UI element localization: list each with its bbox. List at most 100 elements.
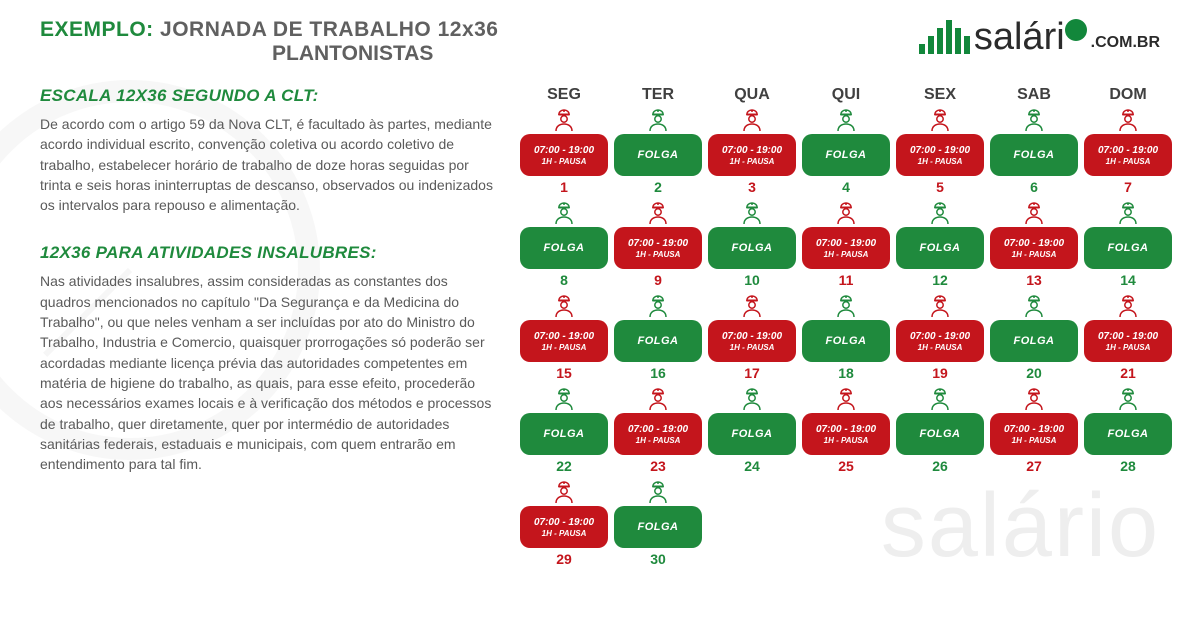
work-shift-box: 07:00 - 19:001H - PAUSA [520, 320, 608, 362]
worker-icon [739, 294, 765, 322]
shift-time: 07:00 - 19:00 [534, 331, 594, 342]
day-number: 4 [842, 179, 850, 195]
calendar-day: 07:00 - 19:001H - PAUSA25 [802, 387, 890, 474]
logo-text: salári [974, 18, 1087, 56]
day-number: 21 [1120, 365, 1136, 381]
off-label: FOLGA [638, 521, 679, 533]
shift-time: 07:00 - 19:00 [1098, 331, 1158, 342]
off-label: FOLGA [826, 149, 867, 161]
worker-icon [551, 294, 577, 322]
logo-bars-icon [919, 20, 970, 54]
worker-icon [1021, 387, 1047, 415]
calendar-day: 07:00 - 19:001H - PAUSA9 [614, 201, 702, 288]
weekday-label: DOM [1084, 86, 1172, 104]
shift-time: 07:00 - 19:00 [534, 145, 594, 156]
day-off-box: FOLGA [520, 227, 608, 269]
off-label: FOLGA [544, 242, 585, 254]
shift-pause: 1H - PAUSA [824, 436, 869, 445]
calendar-day: FOLGA26 [896, 387, 984, 474]
day-off-box: FOLGA [708, 227, 796, 269]
section-insalubres-heading: 12X36 PARA ATIVIDADES INSALUBRES: [40, 243, 500, 263]
shift-pause: 1H - PAUSA [542, 343, 587, 352]
day-number: 24 [744, 458, 760, 474]
day-number: 7 [1124, 179, 1132, 195]
calendar-day: FOLGA30 [614, 480, 702, 567]
off-label: FOLGA [732, 428, 773, 440]
day-off-box: FOLGA [520, 413, 608, 455]
worker-icon [739, 108, 765, 136]
day-number: 2 [654, 179, 662, 195]
day-number: 18 [838, 365, 854, 381]
section-clt-body: De acordo com o artigo 59 da Nova CLT, é… [40, 114, 500, 215]
day-number: 3 [748, 179, 756, 195]
calendar-day: FOLGA 4 [802, 108, 890, 195]
title-main: JORNADA DE TRABALHO 12x36 [160, 18, 498, 41]
shift-pause: 1H - PAUSA [1012, 436, 1057, 445]
shift-time: 07:00 - 19:00 [910, 331, 970, 342]
calendar-day: FOLGA 18 [802, 294, 890, 381]
shift-pause: 1H - PAUSA [542, 157, 587, 166]
calendar-weekday-row: SEGTERQUAQUISEXSABDOM [520, 86, 1172, 104]
shift-time: 07:00 - 19:00 [1004, 424, 1064, 435]
worker-icon [833, 108, 859, 136]
calendar-day: 07:00 - 19:001H - PAUSA27 [990, 387, 1078, 474]
day-off-box: FOLGA [802, 320, 890, 362]
section-insalubres-body: Nas atividades insalubres, assim conside… [40, 271, 500, 474]
shift-time: 07:00 - 19:00 [534, 517, 594, 528]
off-label: FOLGA [1014, 335, 1055, 347]
day-off-box: FOLGA [1084, 413, 1172, 455]
day-number: 10 [744, 272, 760, 288]
shift-pause: 1H - PAUSA [636, 436, 681, 445]
calendar-day: 07:00 - 19:001H - PAUSA 29 [520, 480, 608, 567]
day-number: 23 [650, 458, 666, 474]
work-shift-box: 07:00 - 19:001H - PAUSA [990, 227, 1078, 269]
logo-o-icon [1065, 19, 1087, 41]
calendar-day: FOLGA2 [614, 108, 702, 195]
worker-icon [551, 387, 577, 415]
shift-time: 07:00 - 19:00 [628, 424, 688, 435]
work-shift-box: 07:00 - 19:001H - PAUSA [802, 413, 890, 455]
worker-icon [1115, 387, 1141, 415]
weekday-label: QUA [708, 86, 796, 104]
calendar-day: 07:00 - 19:001H - PAUSA11 [802, 201, 890, 288]
shift-time: 07:00 - 19:00 [910, 145, 970, 156]
off-label: FOLGA [826, 335, 867, 347]
shift-time: 07:00 - 19:00 [628, 238, 688, 249]
shift-pause: 1H - PAUSA [730, 157, 775, 166]
off-label: FOLGA [732, 242, 773, 254]
calendar-day: 07:00 - 19:001H - PAUSA17 [708, 294, 796, 381]
day-number: 17 [744, 365, 760, 381]
day-number: 29 [556, 551, 572, 567]
worker-icon [927, 108, 953, 136]
day-off-box: FOLGA [990, 134, 1078, 176]
header: EXEMPLO: JORNADA DE TRABALHO 12x36 PLANT… [0, 0, 1200, 74]
work-shift-box: 07:00 - 19:001H - PAUSA [520, 506, 608, 548]
calendar-grid: 07:00 - 19:001H - PAUSA1FOLGA207:00 - 19… [520, 108, 1172, 567]
day-number: 8 [560, 272, 568, 288]
calendar-day: FOLGA 10 [708, 201, 796, 288]
calendar-day: FOLGA16 [614, 294, 702, 381]
work-shift-box: 07:00 - 19:001H - PAUSA [520, 134, 608, 176]
off-label: FOLGA [920, 242, 961, 254]
shift-pause: 1H - PAUSA [918, 157, 963, 166]
title-prefix: EXEMPLO: [40, 18, 154, 41]
day-number: 9 [654, 272, 662, 288]
worker-icon [645, 480, 671, 508]
calendar: SEGTERQUAQUISEXSABDOM 07:00 - 19:001H - … [520, 86, 1172, 567]
day-number: 16 [650, 365, 666, 381]
shift-time: 07:00 - 19:00 [816, 238, 876, 249]
calendar-day: 07:00 - 19:001H - PAUSA15 [520, 294, 608, 381]
shift-pause: 1H - PAUSA [1012, 250, 1057, 259]
shift-time: 07:00 - 19:00 [722, 331, 782, 342]
worker-icon [551, 108, 577, 136]
day-off-box: FOLGA [896, 413, 984, 455]
off-label: FOLGA [544, 428, 585, 440]
work-shift-box: 07:00 - 19:001H - PAUSA [990, 413, 1078, 455]
worker-icon [833, 294, 859, 322]
day-number: 22 [556, 458, 572, 474]
off-label: FOLGA [1108, 242, 1149, 254]
left-column: ESCALA 12X36 SEGUNDO A CLT: De acordo co… [40, 86, 500, 567]
day-off-box: FOLGA [614, 506, 702, 548]
calendar-day: FOLGA6 [990, 108, 1078, 195]
title-sub: PLANTONISTAS [40, 42, 498, 66]
